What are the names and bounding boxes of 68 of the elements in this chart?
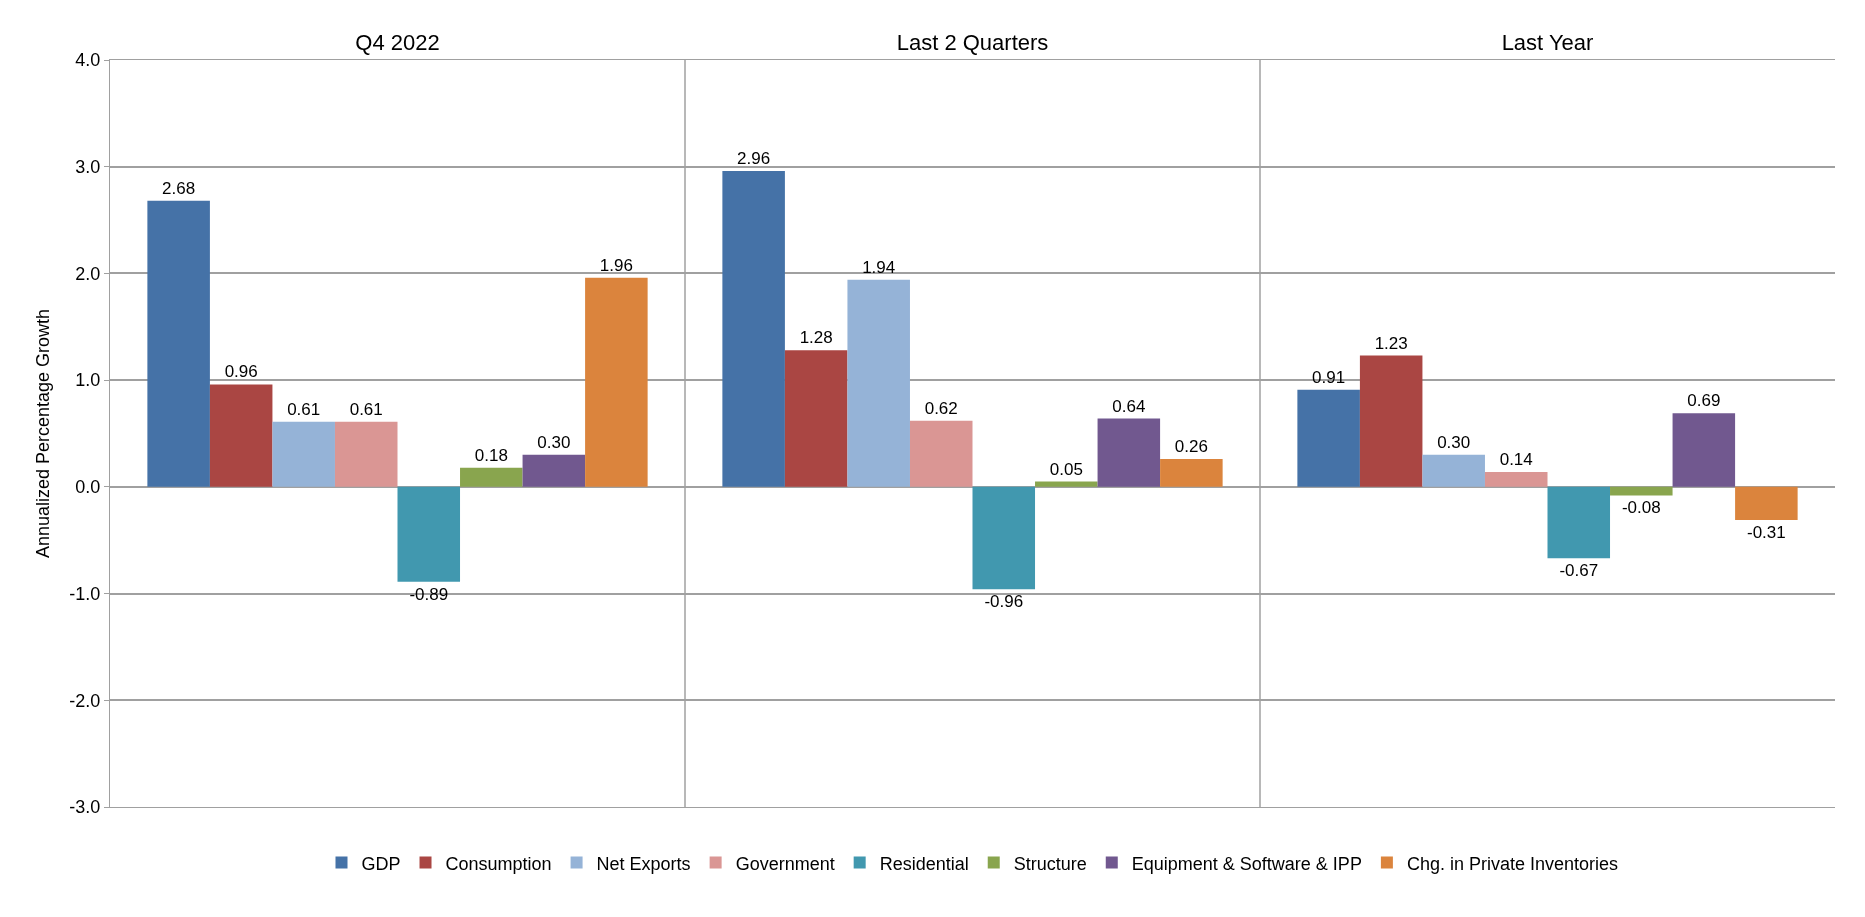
x-tick-label: Last Year	[1501, 30, 1594, 56]
data-label: 0.91	[1312, 367, 1346, 387]
y-tick-label: -3.0	[69, 797, 101, 818]
bar	[522, 454, 586, 487]
legend-label: Net Exports	[596, 853, 691, 874]
legend-label: Chg. in Private Inventories	[1406, 853, 1618, 874]
bar	[722, 170, 785, 487]
x-tick-label: Q4 2022	[355, 30, 440, 56]
data-label: 0.64	[1112, 396, 1146, 416]
data-label: -0.89	[409, 584, 449, 604]
bar	[334, 421, 398, 487]
bar	[272, 421, 335, 487]
bar	[909, 420, 973, 487]
bar	[847, 279, 910, 487]
legend-label: GDP	[361, 853, 401, 874]
data-label: 0.30	[1437, 432, 1471, 452]
bar	[1610, 486, 1673, 496]
bar	[1359, 355, 1423, 487]
y-tick-label: 3.0	[75, 157, 101, 178]
data-label: 1.23	[1374, 333, 1408, 353]
data-label: 2.68	[162, 178, 196, 198]
legend-label: Consumption	[445, 853, 552, 874]
y-tick-label: -1.0	[69, 583, 101, 604]
data-label: 0.05	[1049, 459, 1083, 479]
data-label: 1.94	[862, 257, 896, 277]
x-tick-label: Last 2 Quarters	[896, 30, 1049, 56]
data-label: 0.26	[1174, 437, 1208, 457]
y-tick-label: 1.0	[75, 370, 101, 391]
data-label: 0.61	[349, 399, 383, 419]
data-label: -0.67	[1559, 561, 1599, 581]
data-label: 0.62	[924, 398, 958, 418]
data-label: 0.61	[287, 399, 321, 419]
data-label: 0.69	[1687, 391, 1721, 411]
data-label: 0.14	[1499, 449, 1533, 469]
bar	[147, 200, 210, 487]
bar	[972, 486, 1036, 590]
legend-label: Structure	[1013, 853, 1087, 874]
data-label: -0.96	[984, 592, 1024, 612]
bar	[1097, 418, 1161, 487]
bar	[460, 467, 523, 487]
bar	[1484, 471, 1548, 487]
bar	[1547, 486, 1611, 559]
bar	[209, 384, 273, 487]
data-label: 0.96	[224, 362, 258, 382]
legend-label: Equipment & Software & IPP	[1131, 853, 1362, 874]
data-label: 1.96	[599, 255, 633, 275]
bar	[397, 486, 461, 582]
y-tick-label: 2.0	[75, 263, 101, 284]
bar	[1297, 389, 1360, 487]
legend-label: Residential	[879, 853, 969, 874]
bar	[784, 350, 848, 487]
y-tick-label: 4.0	[75, 50, 101, 71]
bar	[1422, 454, 1485, 487]
y-tick-label: 0.0	[75, 477, 101, 498]
bar	[1035, 481, 1098, 487]
bar	[1672, 413, 1736, 487]
data-label: 0.18	[474, 445, 508, 465]
bar	[1735, 486, 1798, 520]
data-label: 0.30	[537, 432, 571, 452]
y-tick-label: -2.0	[69, 690, 101, 711]
legend-label: Government	[735, 853, 835, 874]
bar	[585, 277, 648, 487]
y-axis-title: Annualized Percentage Growth	[32, 308, 53, 559]
data-label: 2.96	[737, 148, 771, 168]
data-label: -0.31	[1746, 522, 1786, 542]
data-label: -0.08	[1621, 498, 1661, 518]
data-label: 1.28	[799, 328, 833, 348]
bar	[1160, 459, 1223, 487]
